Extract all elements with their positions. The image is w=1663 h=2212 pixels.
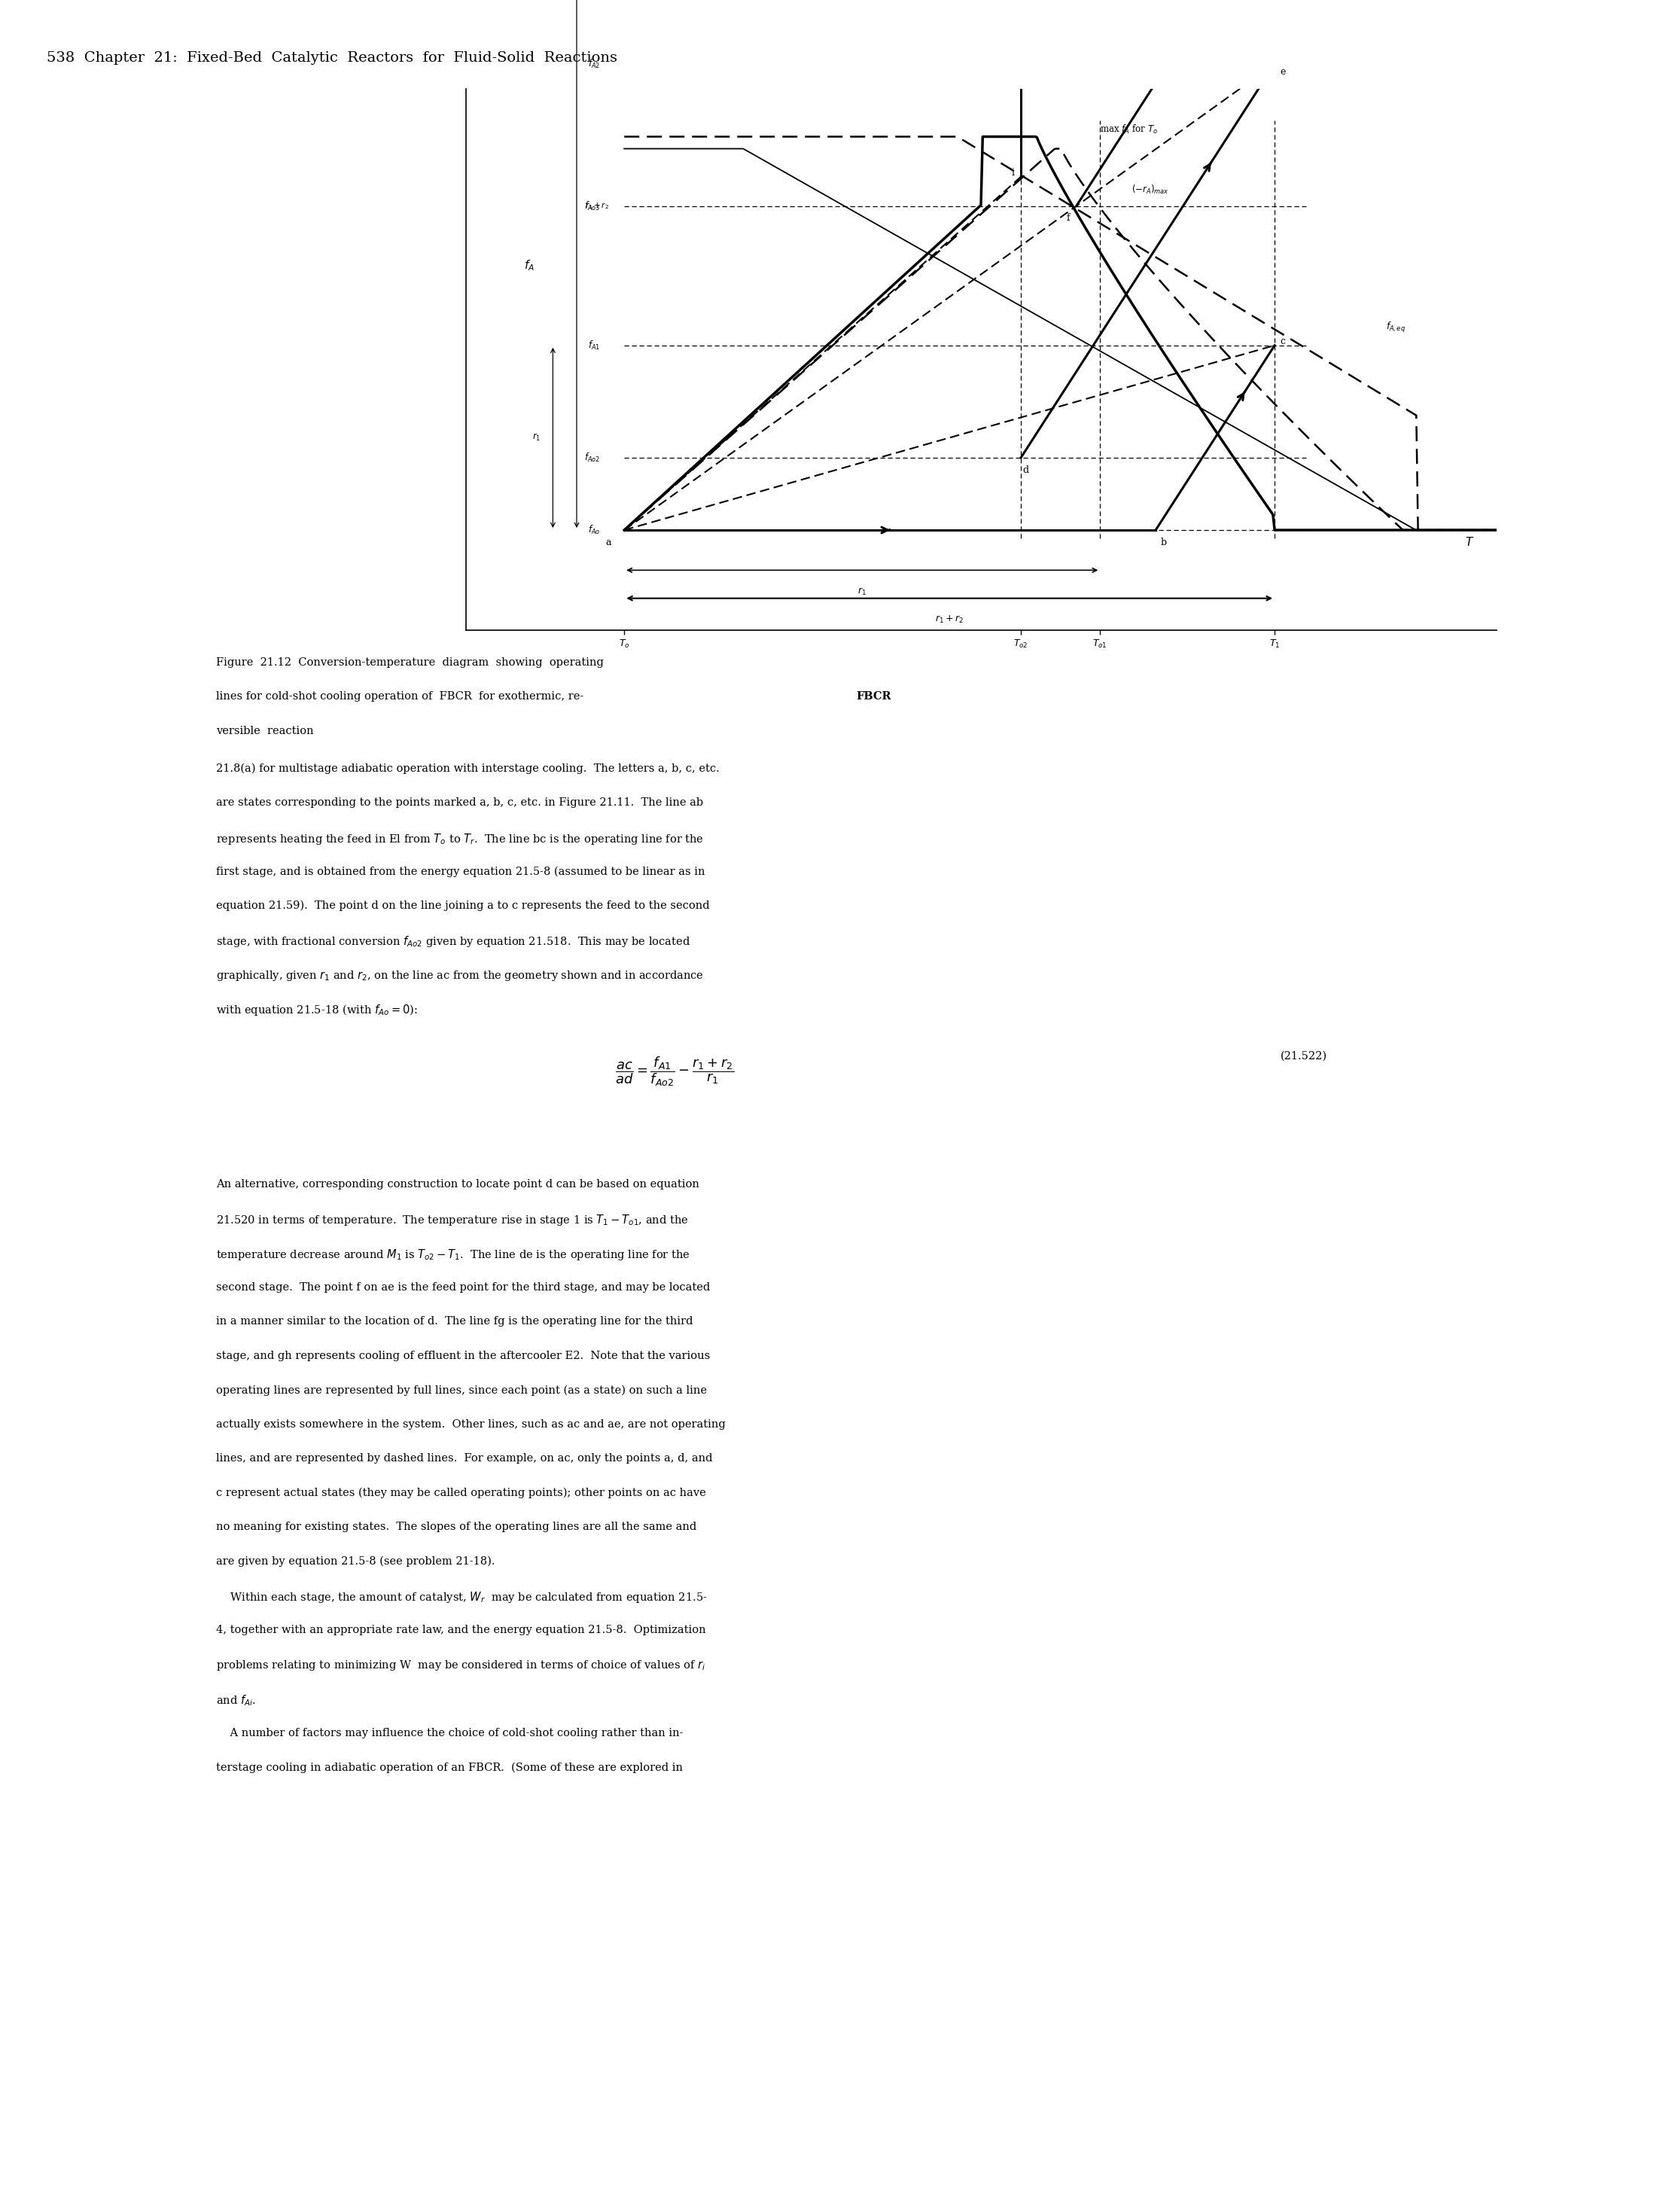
Text: (21.522): (21.522) [1281,1051,1327,1062]
Text: actually exists somewhere in the system.  Other lines, such as ac and ae, are no: actually exists somewhere in the system.… [216,1418,725,1429]
Text: $f_{Ao}$: $f_{Ao}$ [589,524,600,535]
Text: $f_{A, eq}$: $f_{A, eq}$ [1385,321,1405,334]
Text: Within each stage, the amount of catalyst, $W_r$  may be calculated from equatio: Within each stage, the amount of catalys… [216,1590,707,1604]
Text: terstage cooling in adiabatic operation of an FBCR.  (Some of these are explored: terstage cooling in adiabatic operation … [216,1761,683,1772]
Text: with equation 21.5-18 (with $f_{Ao} = 0$):: with equation 21.5-18 (with $f_{Ao} = 0$… [216,1002,417,1018]
Text: 4, together with an appropriate rate law, and the energy equation 21.5-8.  Optim: 4, together with an appropriate rate law… [216,1624,707,1635]
Text: equation 21.59).  The point d on the line joining a to c represents the feed to : equation 21.59). The point d on the line… [216,900,710,911]
Text: problems relating to minimizing W  may be considered in terms of choice of value: problems relating to minimizing W may be… [216,1659,705,1672]
Text: max $f_A$ for $T_o$: max $f_A$ for $T_o$ [1101,124,1157,135]
Text: graphically, given $r_1$ and $r_2$, on the line ac from the geometry shown and i: graphically, given $r_1$ and $r_2$, on t… [216,969,703,982]
Text: in a manner similar to the location of d.  The line fg is the operating line for: in a manner similar to the location of d… [216,1316,693,1327]
Text: 538  Chapter  21:  Fixed-Bed  Catalytic  Reactors  for  Fluid-Solid  Reactions: 538 Chapter 21: Fixed-Bed Catalytic Reac… [47,51,617,64]
Text: stage, with fractional conversion $f_{Ao2}$ given by equation 21.518.  This may : stage, with fractional conversion $f_{Ao… [216,933,690,949]
Text: i: i [1011,168,1014,177]
Text: lines for cold-shot cooling operation of  FBCR  for exothermic, re-: lines for cold-shot cooling operation of… [216,690,584,701]
Text: $r_1 + r_2$: $r_1 + r_2$ [935,615,965,626]
Text: $r_1$: $r_1$ [532,431,540,442]
Text: d: d [1023,465,1029,476]
Text: $T$: $T$ [1465,535,1473,549]
Text: e: e [1281,66,1285,77]
Text: temperature decrease around $M_1$ is $T_{o2} - T_1$.  The line de is the operati: temperature decrease around $M_1$ is $T_… [216,1248,690,1261]
Text: are states corresponding to the points marked a, b, c, etc. in Figure 21.11.  Th: are states corresponding to the points m… [216,799,703,807]
Text: lines, and are represented by dashed lines.  For example, on ac, only the points: lines, and are represented by dashed lin… [216,1453,713,1464]
Text: and $f_{Ai}$.: and $f_{Ai}$. [216,1692,256,1708]
Text: b: b [1161,538,1167,546]
Text: $(-r_A)_{max}$: $(-r_A)_{max}$ [1133,184,1169,197]
Text: $r_1 + r_2$: $r_1 + r_2$ [585,201,609,210]
Text: operating lines are represented by full lines, since each point (as a state) on : operating lines are represented by full … [216,1385,707,1396]
Text: are given by equation 21.5-8 (see problem 21-18).: are given by equation 21.5-8 (see proble… [216,1555,496,1566]
Text: A number of factors may influence the choice of cold-shot cooling rather than in: A number of factors may influence the ch… [216,1728,683,1739]
Text: Figure  21.12  Conversion-temperature  diagram  showing  operating: Figure 21.12 Conversion-temperature diag… [216,657,604,668]
Text: $r_1$: $r_1$ [858,586,866,597]
Text: FBCR: FBCR [856,690,891,701]
Text: $f_A$: $f_A$ [524,259,534,272]
Text: $\dfrac{ac}{ad} = \dfrac{f_{A1}}{f_{Ao2}} - \dfrac{r_1 + r_2}{r_1}$: $\dfrac{ac}{ad} = \dfrac{f_{A1}}{f_{Ao2}… [615,1055,735,1088]
Text: a: a [605,538,612,546]
Text: 21.8(a) for multistage adiabatic operation with interstage cooling.  The letters: 21.8(a) for multistage adiabatic operati… [216,763,720,774]
Text: An alternative, corresponding construction to locate point d can be based on equ: An alternative, corresponding constructi… [216,1179,700,1190]
Text: no meaning for existing states.  The slopes of the operating lines are all the s: no meaning for existing states. The slop… [216,1522,697,1533]
Text: f: f [1066,212,1071,223]
Text: $f_{A1}$: $f_{A1}$ [589,338,600,352]
Text: c represent actual states (they may be called operating points); other points on: c represent actual states (they may be c… [216,1486,707,1498]
Text: c: c [1281,336,1285,347]
Text: second stage.  The point f on ae is the feed point for the third stage, and may : second stage. The point f on ae is the f… [216,1281,710,1292]
Text: versible  reaction: versible reaction [216,726,314,737]
Text: first stage, and is obtained from the energy equation 21.5-8 (assumed to be line: first stage, and is obtained from the en… [216,865,705,876]
Text: $f_{A2}$: $f_{A2}$ [589,58,600,71]
Text: represents heating the feed in El from $T_o$ to $T_{r}$.  The line bc is the ope: represents heating the feed in El from $… [216,832,703,845]
Text: $f_{Ao2}$: $f_{Ao2}$ [584,451,600,465]
Text: 21.520 in terms of temperature.  The temperature rise in stage 1 is $T_1 - T_{o1: 21.520 in terms of temperature. The temp… [216,1212,688,1228]
Text: stage, and gh represents cooling of effluent in the aftercooler E2.  Note that t: stage, and gh represents cooling of effl… [216,1349,710,1360]
Text: $f_{Ao3}$: $f_{Ao3}$ [584,199,600,212]
